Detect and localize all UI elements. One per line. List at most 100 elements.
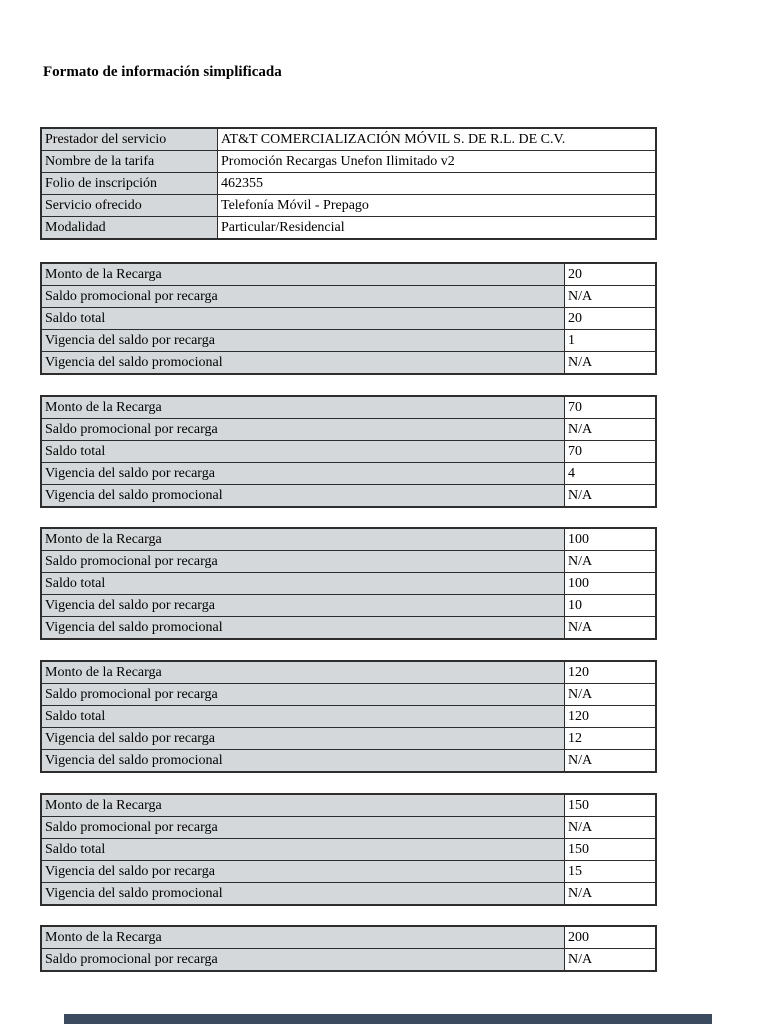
table-row: Vigencia del saldo por recarga 4 (40, 462, 657, 485)
row-value: 12 (564, 727, 657, 750)
row-label: Vigencia del saldo por recarga (40, 727, 565, 750)
recharge-table-1: Monto de la Recarga 20 Saldo promocional p… (40, 262, 657, 375)
row-value: N/A (564, 418, 657, 441)
table-row: Prestador del servicio AT&T COMERCIALIZA… (40, 127, 657, 151)
table-row: Nombre de la tarifa Promoción Recargas U… (40, 150, 657, 173)
row-label: Monto de la Recarga (40, 793, 565, 817)
row-value: N/A (564, 351, 657, 375)
info-row-value: AT&T COMERCIALIZACIÓN MÓVIL S. DE R.L. D… (217, 127, 657, 151)
row-value: N/A (564, 749, 657, 773)
row-value: 10 (564, 594, 657, 617)
row-value: 4 (564, 462, 657, 485)
table-row: Monto de la Recarga 100 (40, 527, 657, 551)
info-row-value: Telefonía Móvil - Prepago (217, 194, 657, 217)
table-row: Saldo total 20 (40, 307, 657, 330)
row-label: Saldo promocional por recarga (40, 948, 565, 972)
table-row: Vigencia del saldo promocional N/A (40, 882, 657, 906)
row-label: Saldo promocional por recarga (40, 683, 565, 706)
row-value: N/A (564, 484, 657, 508)
row-label: Vigencia del saldo por recarga (40, 329, 565, 352)
table-row: Saldo promocional por recarga N/A (40, 418, 657, 441)
row-value: 120 (564, 705, 657, 728)
table-row: Monto de la Recarga 120 (40, 660, 657, 684)
info-row-value: Particular/Residencial (217, 216, 657, 240)
row-value: 150 (564, 793, 657, 817)
table-row: Vigencia del saldo por recarga 1 (40, 329, 657, 352)
table-row: Servicio ofrecido Telefonía Móvil - Prep… (40, 194, 657, 217)
row-value: 1 (564, 329, 657, 352)
page-title: Formato de información simplificada (43, 64, 282, 80)
table-row: Vigencia del saldo por recarga 10 (40, 594, 657, 617)
table-row: Saldo total 120 (40, 705, 657, 728)
row-label: Saldo total (40, 572, 565, 595)
table-row: Vigencia del saldo promocional N/A (40, 616, 657, 640)
row-label: Vigencia del saldo por recarga (40, 594, 565, 617)
row-label: Monto de la Recarga (40, 527, 565, 551)
row-label: Vigencia del saldo por recarga (40, 860, 565, 883)
row-value: 70 (564, 440, 657, 463)
row-value: N/A (564, 683, 657, 706)
table-row: Saldo total 70 (40, 440, 657, 463)
info-row-label: Servicio ofrecido (40, 194, 218, 217)
info-row-label: Modalidad (40, 216, 218, 240)
row-label: Vigencia del saldo promocional (40, 351, 565, 375)
table-row: Saldo promocional por recarga N/A (40, 948, 657, 972)
row-value: N/A (564, 616, 657, 640)
table-row: Saldo promocional por recarga N/A (40, 285, 657, 308)
row-value: N/A (564, 948, 657, 972)
row-value: 200 (564, 925, 657, 949)
row-value: 100 (564, 527, 657, 551)
row-label: Vigencia del saldo promocional (40, 749, 565, 773)
row-label: Saldo promocional por recarga (40, 550, 565, 573)
row-value: 15 (564, 860, 657, 883)
table-row: Modalidad Particular/Residencial (40, 216, 657, 240)
info-row-label: Prestador del servicio (40, 127, 218, 151)
next-page-edge-bar (64, 1014, 712, 1024)
row-label: Saldo promocional por recarga (40, 418, 565, 441)
recharge-table-4: Monto de la Recarga 120 Saldo promocional … (40, 660, 657, 773)
table-row: Vigencia del saldo por recarga 12 (40, 727, 657, 750)
table-row: Monto de la Recarga 20 (40, 262, 657, 286)
table-row: Vigencia del saldo promocional N/A (40, 484, 657, 508)
table-row: Monto de la Recarga 150 (40, 793, 657, 817)
row-label: Saldo promocional por recarga (40, 285, 565, 308)
row-value: 120 (564, 660, 657, 684)
row-value: N/A (564, 550, 657, 573)
table-row: Saldo promocional por recarga N/A (40, 683, 657, 706)
service-info-table: Prestador del servicio AT&T COMERCIALIZA… (40, 127, 657, 240)
row-value: 20 (564, 307, 657, 330)
table-row: Saldo promocional por recarga N/A (40, 816, 657, 839)
table-row: Vigencia del saldo por recarga 15 (40, 860, 657, 883)
table-row: Saldo total 150 (40, 838, 657, 861)
info-row-value: Promoción Recargas Unefon Ilimitado v2 (217, 150, 657, 173)
row-value: 20 (564, 262, 657, 286)
row-value: N/A (564, 816, 657, 839)
row-label: Monto de la Recarga (40, 262, 565, 286)
row-value: 100 (564, 572, 657, 595)
recharge-table-5: Monto de la Recarga 150 Saldo promocional … (40, 793, 657, 906)
info-row-label: Nombre de la tarifa (40, 150, 218, 173)
info-row-value: 462355 (217, 172, 657, 195)
row-label: Saldo total (40, 705, 565, 728)
row-value: N/A (564, 285, 657, 308)
row-label: Vigencia del saldo promocional (40, 616, 565, 640)
row-label: Saldo total (40, 307, 565, 330)
row-value: N/A (564, 882, 657, 906)
table-row: Saldo total 100 (40, 572, 657, 595)
row-label: Monto de la Recarga (40, 660, 565, 684)
table-row: Vigencia del saldo promocional N/A (40, 351, 657, 375)
row-label: Saldo promocional por recarga (40, 816, 565, 839)
row-label: Vigencia del saldo promocional (40, 882, 565, 906)
row-label: Monto de la Recarga (40, 925, 565, 949)
table-row: Monto de la Recarga 200 (40, 925, 657, 949)
row-value: 70 (564, 395, 657, 419)
table-row: Vigencia del saldo promocional N/A (40, 749, 657, 773)
table-row: Folio de inscripción 462355 (40, 172, 657, 195)
recharge-table-2: Monto de la Recarga 70 Saldo promocional p… (40, 395, 657, 508)
row-label: Saldo total (40, 440, 565, 463)
info-row-label: Folio de inscripción (40, 172, 218, 195)
table-row: Saldo promocional por recarga N/A (40, 550, 657, 573)
table-row: Monto de la Recarga 70 (40, 395, 657, 419)
row-label: Saldo total (40, 838, 565, 861)
